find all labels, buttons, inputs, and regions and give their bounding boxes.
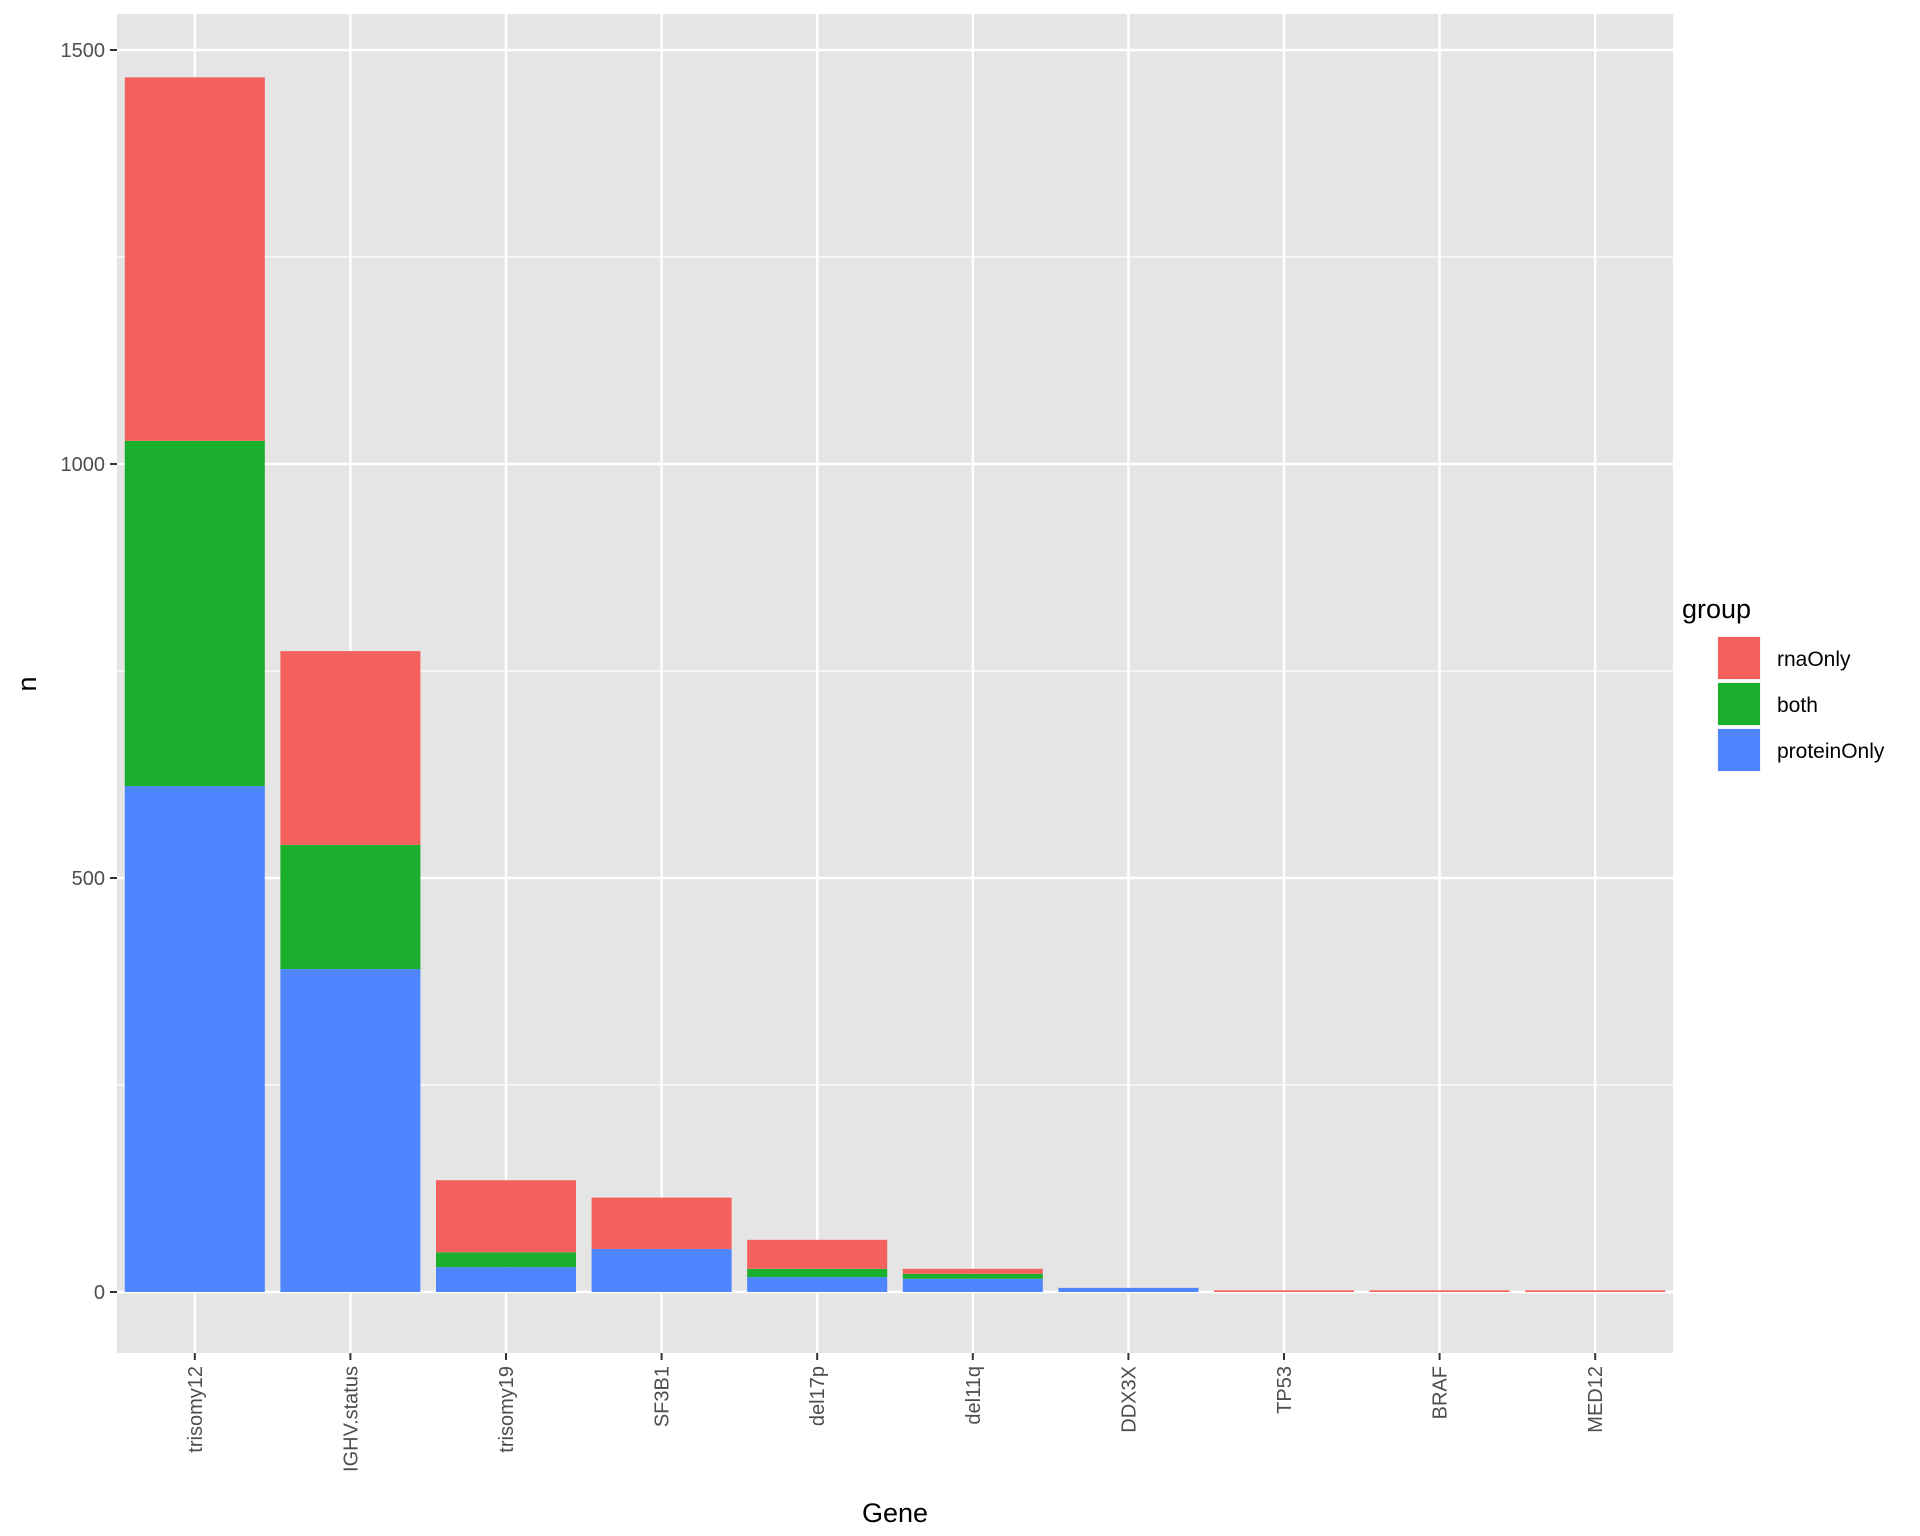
x-tick-label: TP53 — [1274, 1366, 1296, 1414]
legend-label-both: both — [1777, 694, 1818, 717]
bar-proteinOnly-trisomy12 — [124, 786, 265, 1292]
legend-swatch-rnaOnly — [1718, 637, 1760, 679]
bar-rnaOnly-TP53 — [1213, 1290, 1355, 1292]
bar-rnaOnly-IGHV.status — [280, 651, 421, 845]
bar-proteinOnly-SF3B1 — [591, 1248, 732, 1292]
bars-layer — [124, 77, 1666, 1292]
bar-rnaOnly-BRAF — [1369, 1290, 1510, 1292]
x-tick-label: del17p — [807, 1366, 829, 1426]
bar-rnaOnly-del11q — [902, 1268, 1043, 1274]
bar-proteinOnly-trisomy19 — [435, 1267, 577, 1292]
x-tick-label: IGHV.status — [340, 1366, 362, 1472]
legend: group rnaOnly both proteinOnly — [1682, 594, 1885, 772]
x-tick-label: BRAF — [1430, 1366, 1452, 1419]
x-tick-label: SF3B1 — [652, 1366, 674, 1427]
bar-proteinOnly-del17p — [747, 1277, 888, 1292]
y-tick-label: 500 — [72, 868, 105, 890]
legend-swatch-both — [1718, 683, 1760, 725]
y-axis: 0 500 1000 1500 — [61, 40, 117, 1304]
x-tick-label: MED12 — [1585, 1366, 1607, 1433]
x-axis: trisomy12 IGHV.status trisomy19 SF3B1 del17p… — [185, 1353, 1607, 1472]
legend-label-rnaOnly: rnaOnly — [1777, 648, 1851, 671]
y-tick-label: 1500 — [61, 40, 106, 62]
x-axis-title: Gene — [862, 1498, 928, 1528]
bar-proteinOnly-DDX3X — [1058, 1287, 1199, 1292]
bar-both-trisomy19 — [435, 1252, 577, 1268]
bar-rnaOnly-del17p — [747, 1239, 888, 1269]
y-tick-label: 1000 — [61, 454, 106, 476]
bar-rnaOnly-trisomy19 — [435, 1180, 577, 1253]
x-tick-label: trisomy19 — [496, 1366, 518, 1453]
legend-title: group — [1682, 594, 1751, 624]
bar-proteinOnly-del11q — [902, 1278, 1043, 1292]
bar-both-del17p — [747, 1268, 888, 1278]
bar-both-IGHV.status — [280, 844, 421, 970]
legend-swatch-proteinOnly — [1718, 729, 1760, 771]
bar-rnaOnly-SF3B1 — [591, 1197, 732, 1249]
x-tick-label: DDX3X — [1118, 1366, 1140, 1433]
bar-both-del11q — [902, 1273, 1043, 1279]
y-tick-label: 0 — [94, 1282, 105, 1304]
bar-proteinOnly-IGHV.status — [280, 969, 421, 1292]
y-axis-title: n — [12, 676, 42, 691]
legend-label-proteinOnly: proteinOnly — [1777, 740, 1885, 763]
x-tick-label: del11q — [963, 1366, 985, 1425]
x-tick-label: trisomy12 — [185, 1366, 207, 1453]
bar-rnaOnly-MED12 — [1525, 1290, 1666, 1292]
bar-rnaOnly-trisomy12 — [124, 77, 265, 441]
bar-both-trisomy12 — [124, 440, 265, 787]
